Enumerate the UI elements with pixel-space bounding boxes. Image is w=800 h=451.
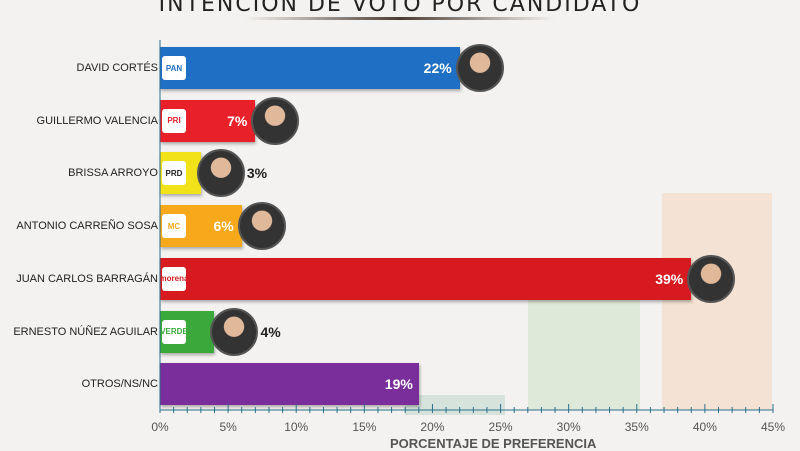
category-label: DAVID CORTÉS [76, 62, 159, 74]
value-label: 39% [655, 270, 684, 287]
bar [160, 257, 692, 300]
category-label: GUILLERMO VALENCIA [36, 114, 158, 127]
tick-label: 30% [556, 420, 581, 434]
party-logo: morena [160, 266, 188, 291]
category-label: OTROS/NS/NC [81, 378, 158, 391]
party-logo: PRD [162, 161, 186, 186]
party-logo: MC [162, 214, 186, 239]
candidate-photo [455, 44, 504, 92]
value-label: 7% [227, 112, 248, 129]
tick-label: 0% [151, 420, 169, 434]
bar [160, 363, 419, 406]
bg-band [528, 300, 640, 410]
tick-label: 15% [352, 420, 377, 434]
party-logo: PRI [162, 108, 186, 133]
chart-title: INTENCION DE VOTO POR CANDIDATO [158, 0, 642, 17]
value-label: 4% [260, 323, 281, 340]
candidate-photo [687, 254, 736, 303]
tick-label: 5% [219, 420, 237, 434]
party-logo: PAN [162, 56, 186, 80]
tick-label: 20% [420, 420, 445, 434]
value-label: 19% [384, 376, 413, 393]
category-label: JUAN CARLOS BARRAGÁN [16, 272, 158, 285]
party-logo: VERDE [160, 319, 188, 344]
candidate-photo [251, 96, 300, 145]
tick-label: 10% [284, 420, 309, 434]
value-label: 6% [213, 218, 234, 235]
tick-label: 25% [488, 420, 513, 434]
candidate-photo [196, 149, 245, 198]
candidate-photo [210, 307, 259, 356]
tick-label: 35% [624, 420, 649, 434]
tick-label: 45% [760, 420, 786, 434]
candidate-photo [237, 202, 286, 251]
category-label: BRISSA ARROYO [68, 167, 158, 180]
tick-label: 40% [692, 420, 717, 434]
value-label: 22% [423, 60, 452, 76]
value-label: 3% [246, 165, 268, 182]
category-label: ERNESTO NÚÑEZ AGUILAR [13, 325, 158, 338]
title-underline [245, 17, 555, 20]
x-axis-label: PORCENTAJE DE PREFERENCIA [390, 436, 597, 451]
bar [160, 47, 460, 89]
category-label: ANTONIO CARREÑO SOSA [16, 220, 158, 233]
